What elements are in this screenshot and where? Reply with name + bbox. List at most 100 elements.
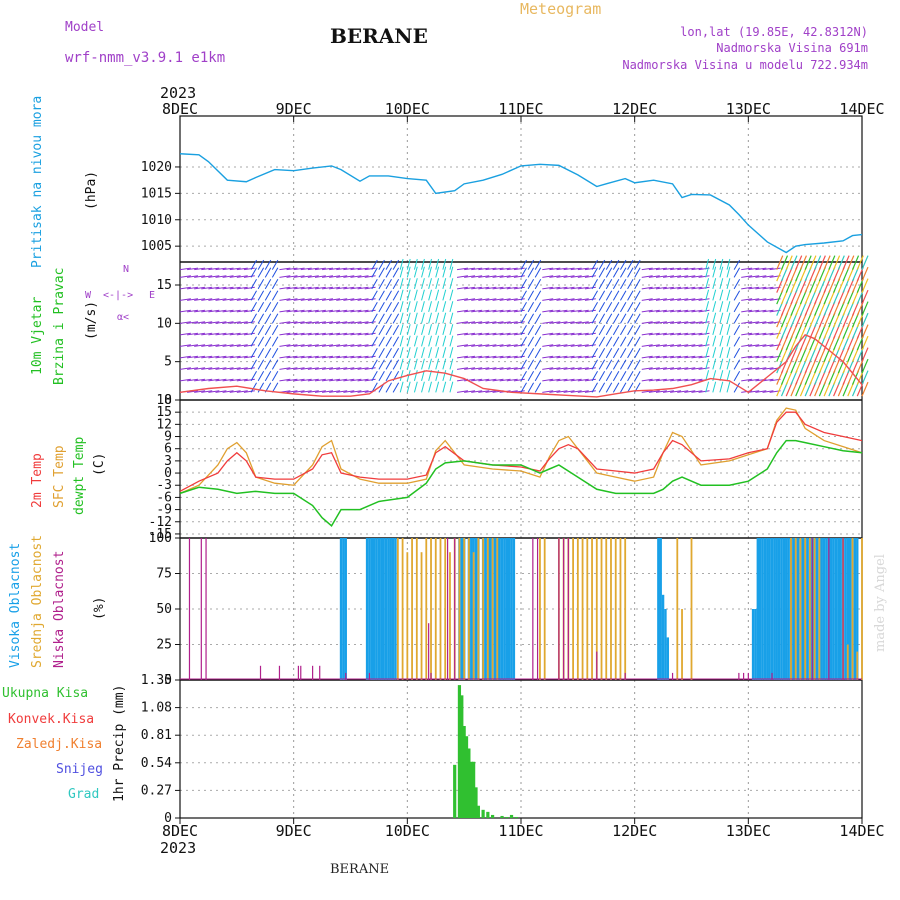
cloud-low-bar: [345, 672, 347, 680]
wind-barb: [655, 367, 667, 370]
wind-barb: [194, 344, 206, 347]
wind-barb: [719, 347, 724, 358]
wind-barb: [187, 344, 199, 347]
wind-barb: [485, 321, 497, 324]
wind-barb: [364, 378, 376, 382]
wind-barb: [570, 298, 582, 301]
cloud-high-bar: [505, 538, 508, 680]
wind-barb: [464, 298, 476, 301]
wind-barb: [556, 332, 568, 336]
wind-barb: [520, 336, 527, 347]
wind-barb: [677, 378, 689, 382]
wind-barb: [506, 355, 518, 359]
wind-barb: [250, 359, 257, 370]
wind-barb: [741, 332, 753, 336]
wind-barb: [300, 367, 312, 370]
wind-barb: [520, 302, 527, 313]
wind-barb: [591, 302, 598, 313]
wind-barb: [194, 286, 206, 290]
time-label-top: 13DEC: [726, 100, 771, 118]
wind-barb: [861, 347, 869, 362]
wind-barb: [336, 298, 348, 301]
wind-barb: [663, 355, 675, 359]
wind-barb: [534, 359, 542, 370]
cloud-mid-bar: [799, 538, 802, 680]
wind-barb: [229, 275, 241, 278]
wind-barb: [264, 302, 272, 313]
precip-ytick-label: 1.08: [141, 701, 172, 716]
cloud-mid-bar: [586, 538, 589, 680]
wind-barb: [229, 390, 241, 393]
cloud-ytick-label: 0: [164, 673, 172, 688]
wind-barb: [634, 290, 641, 301]
cloud-high-bar: [372, 538, 376, 680]
wind-barb: [187, 332, 199, 336]
wind-barb: [478, 309, 490, 313]
wind-barb: [648, 267, 660, 271]
wind-barb: [222, 355, 234, 359]
wind-barb: [556, 321, 568, 324]
wind-barb: [428, 335, 432, 347]
wind-barb: [229, 378, 241, 382]
wind-barb: [691, 367, 703, 370]
cloud-mid-bar: [576, 538, 579, 680]
cloud-high-bar: [766, 538, 769, 680]
precip-bar: [514, 816, 518, 818]
lonlat-label: lon,lat (19.85E, 42.8312N): [680, 25, 868, 39]
wind-barb: [534, 259, 542, 270]
wind-barb: [435, 358, 440, 370]
cloud-mid-bar: [790, 538, 792, 680]
wind-barb: [570, 275, 582, 278]
cloud-high-bar: [763, 538, 767, 680]
wind-barb: [691, 286, 703, 290]
wind-barb: [215, 286, 227, 290]
wind-barb: [605, 336, 613, 347]
wind-barb: [222, 267, 234, 271]
wind-barb: [464, 275, 476, 278]
wind-barb: [648, 390, 660, 393]
wind-barb: [655, 378, 667, 382]
wind-barb: [733, 359, 741, 370]
cloud-mid-bar: [543, 538, 546, 680]
wind-barb: [478, 286, 490, 290]
wind-barb: [591, 359, 598, 370]
wind-barb: [336, 286, 348, 290]
wind-barb: [627, 313, 634, 324]
elevation-label: Nadmorska Visina 691m: [716, 41, 868, 55]
cloud-mid-bar: [472, 552, 475, 680]
wind-barb: [243, 309, 255, 313]
wind-barb: [570, 378, 582, 382]
wind-barbs-group: [179, 255, 869, 397]
wind-barb: [222, 378, 234, 382]
wind-barb: [421, 347, 425, 358]
wind-barb: [471, 267, 483, 271]
wind-barb: [670, 332, 682, 336]
wind-barb: [478, 344, 490, 347]
wind-barb: [563, 367, 575, 370]
wind-barb: [804, 255, 812, 270]
wind-barb: [257, 359, 265, 370]
precip-bar: [474, 787, 478, 818]
wind-barb: [570, 367, 582, 370]
wind-barb: [222, 332, 234, 336]
wind-barb: [293, 355, 305, 359]
wind-barb: [726, 324, 731, 335]
cloud-mid-bar: [539, 538, 541, 680]
wind-barb: [719, 301, 724, 312]
wind-barb: [591, 313, 598, 324]
wind-barb: [837, 255, 845, 270]
wind-barb: [364, 267, 376, 271]
wind-barb: [684, 367, 696, 370]
wind-barb: [264, 259, 272, 270]
wind-barb: [591, 336, 598, 347]
wind-barb: [691, 332, 703, 336]
wind-barb: [392, 302, 400, 313]
cloud-mid-bar: [591, 538, 593, 680]
wind-barb: [222, 275, 234, 278]
wind-barb: [549, 275, 561, 278]
wind-barb: [556, 378, 568, 382]
wind-barb: [563, 309, 575, 313]
cloud-low-bar: [811, 538, 813, 680]
wind-barb: [179, 309, 191, 313]
wind-barb: [215, 309, 227, 313]
